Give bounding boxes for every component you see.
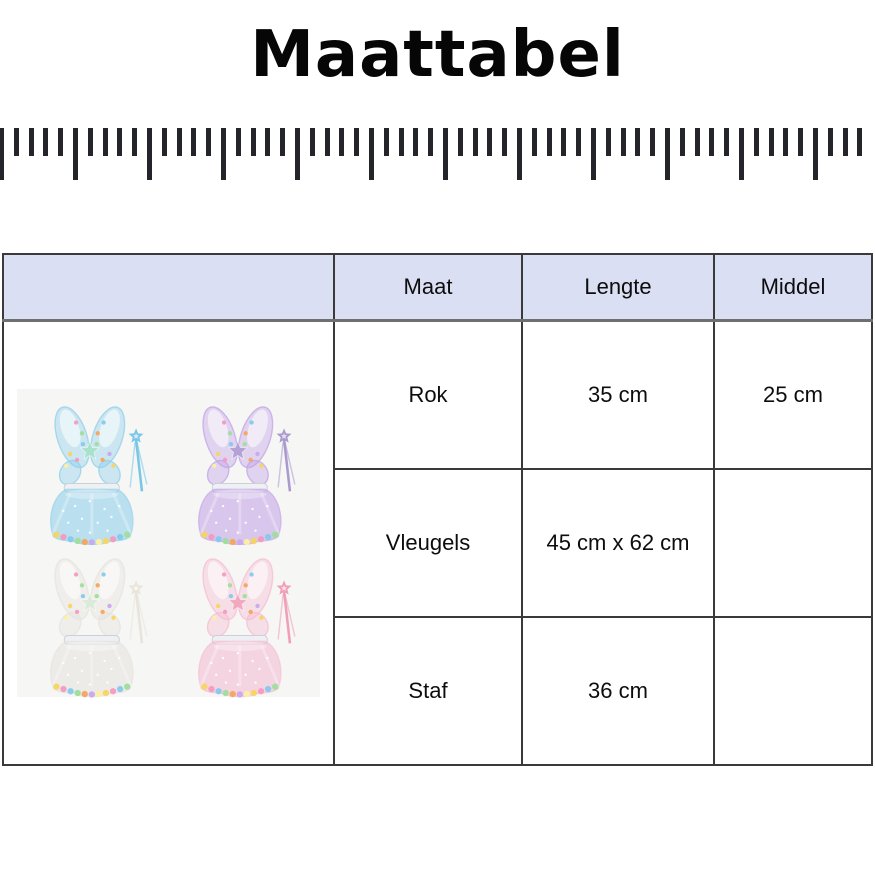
ruler-tick	[176, 128, 182, 156]
ruler-tick	[339, 128, 345, 156]
ruler-tick	[857, 128, 863, 156]
ruler-tick	[235, 128, 241, 156]
ruler-tick	[502, 128, 508, 156]
ruler-tick	[354, 128, 360, 156]
fairy-set-slot-2	[21, 545, 169, 698]
ruler-tick	[221, 128, 226, 180]
cell-maat-rok: Rok	[333, 319, 523, 470]
white-fairy-set	[50, 558, 148, 698]
ruler-tick	[280, 128, 286, 156]
ruler-tick	[576, 128, 582, 156]
fairy-set-slot-0	[21, 393, 169, 546]
product-image	[17, 388, 320, 698]
ruler-tick	[13, 128, 19, 156]
ruler-tick	[147, 128, 152, 180]
ruler-tick	[369, 128, 374, 180]
ruler-tick	[739, 128, 744, 180]
cell-lengte-rok: 35 cm	[521, 319, 715, 470]
cell-middel-staf	[713, 615, 873, 766]
ruler-tick	[457, 128, 463, 156]
ruler-tick	[709, 128, 715, 156]
ruler-tick	[87, 128, 93, 156]
ruler-tick	[206, 128, 212, 156]
ruler-tick	[783, 128, 789, 156]
ruler-tick	[842, 128, 848, 156]
ruler-tick	[753, 128, 759, 156]
ruler-tick	[398, 128, 404, 156]
table-row-rok: Rok 35 cm 25 cm	[2, 319, 873, 766]
ruler-tick	[132, 128, 138, 156]
cell-maat-vleugels: Vleugels	[333, 467, 523, 618]
cell-maat-staf: Staf	[333, 615, 523, 766]
cell-lengte-staf: 36 cm	[521, 615, 715, 766]
size-table: Maat Lengte Middel Rok 35 cm 25 cm Vleug…	[2, 253, 873, 766]
table-row-staf: Staf 36 cm	[3, 615, 873, 766]
ruler-tick	[561, 128, 567, 156]
ruler-tick	[413, 128, 419, 156]
product-image-cell	[2, 319, 335, 766]
ruler-tick	[43, 128, 49, 156]
ruler-tick	[679, 128, 685, 156]
ruler-tick	[250, 128, 256, 156]
ruler-tick	[102, 128, 108, 156]
ruler-tick	[265, 128, 271, 156]
header-lengte: Lengte	[521, 253, 715, 322]
ruler-tick	[0, 128, 4, 180]
ruler-tick	[191, 128, 197, 156]
header-image-column	[2, 253, 335, 322]
page-title: Maattabel	[250, 18, 625, 92]
ruler-tick	[517, 128, 522, 180]
fairy-set-slot-3	[169, 545, 317, 698]
ruler-tick	[73, 128, 78, 180]
ruler-tick	[665, 128, 670, 180]
ruler-tick	[546, 128, 552, 156]
fairy-set-slot-1	[169, 393, 317, 546]
ruler-tick	[798, 128, 804, 156]
ruler-tick	[827, 128, 833, 156]
ruler-tick	[635, 128, 641, 156]
purple-fairy-set	[197, 406, 296, 546]
ruler-tick	[324, 128, 330, 156]
ruler-tick	[605, 128, 611, 156]
ruler-tick	[472, 128, 478, 156]
header-middel: Middel	[713, 253, 873, 322]
table-row-vleugels: Vleugels 45 cm x 62 cm	[3, 467, 873, 618]
pink-fairy-set	[197, 558, 296, 698]
ruler-tick	[428, 128, 434, 156]
blue-fairy-set	[50, 406, 148, 546]
ruler-tick	[309, 128, 315, 156]
ruler-tick	[650, 128, 656, 156]
ruler-tick	[694, 128, 700, 156]
cell-middel-vleugels	[713, 467, 873, 618]
ruler-tick	[768, 128, 774, 156]
ruler-tick	[591, 128, 596, 180]
ruler-tick	[620, 128, 626, 156]
ruler-tick	[117, 128, 123, 156]
cell-middel-rok: 25 cm	[713, 319, 873, 470]
table-header-row: Maat Lengte Middel	[2, 253, 873, 322]
ruler-tick	[28, 128, 34, 156]
ruler-tick	[724, 128, 730, 156]
ruler	[0, 128, 875, 182]
ruler-tick	[531, 128, 537, 156]
header-maat: Maat	[333, 253, 523, 322]
ruler-tick	[487, 128, 493, 156]
ruler-tick	[58, 128, 64, 156]
ruler-tick	[813, 128, 818, 180]
ruler-tick	[443, 128, 448, 180]
ruler-tick	[295, 128, 300, 180]
ruler-tick	[161, 128, 167, 156]
ruler-tick	[383, 128, 389, 156]
cell-lengte-vleugels: 45 cm x 62 cm	[521, 467, 715, 618]
